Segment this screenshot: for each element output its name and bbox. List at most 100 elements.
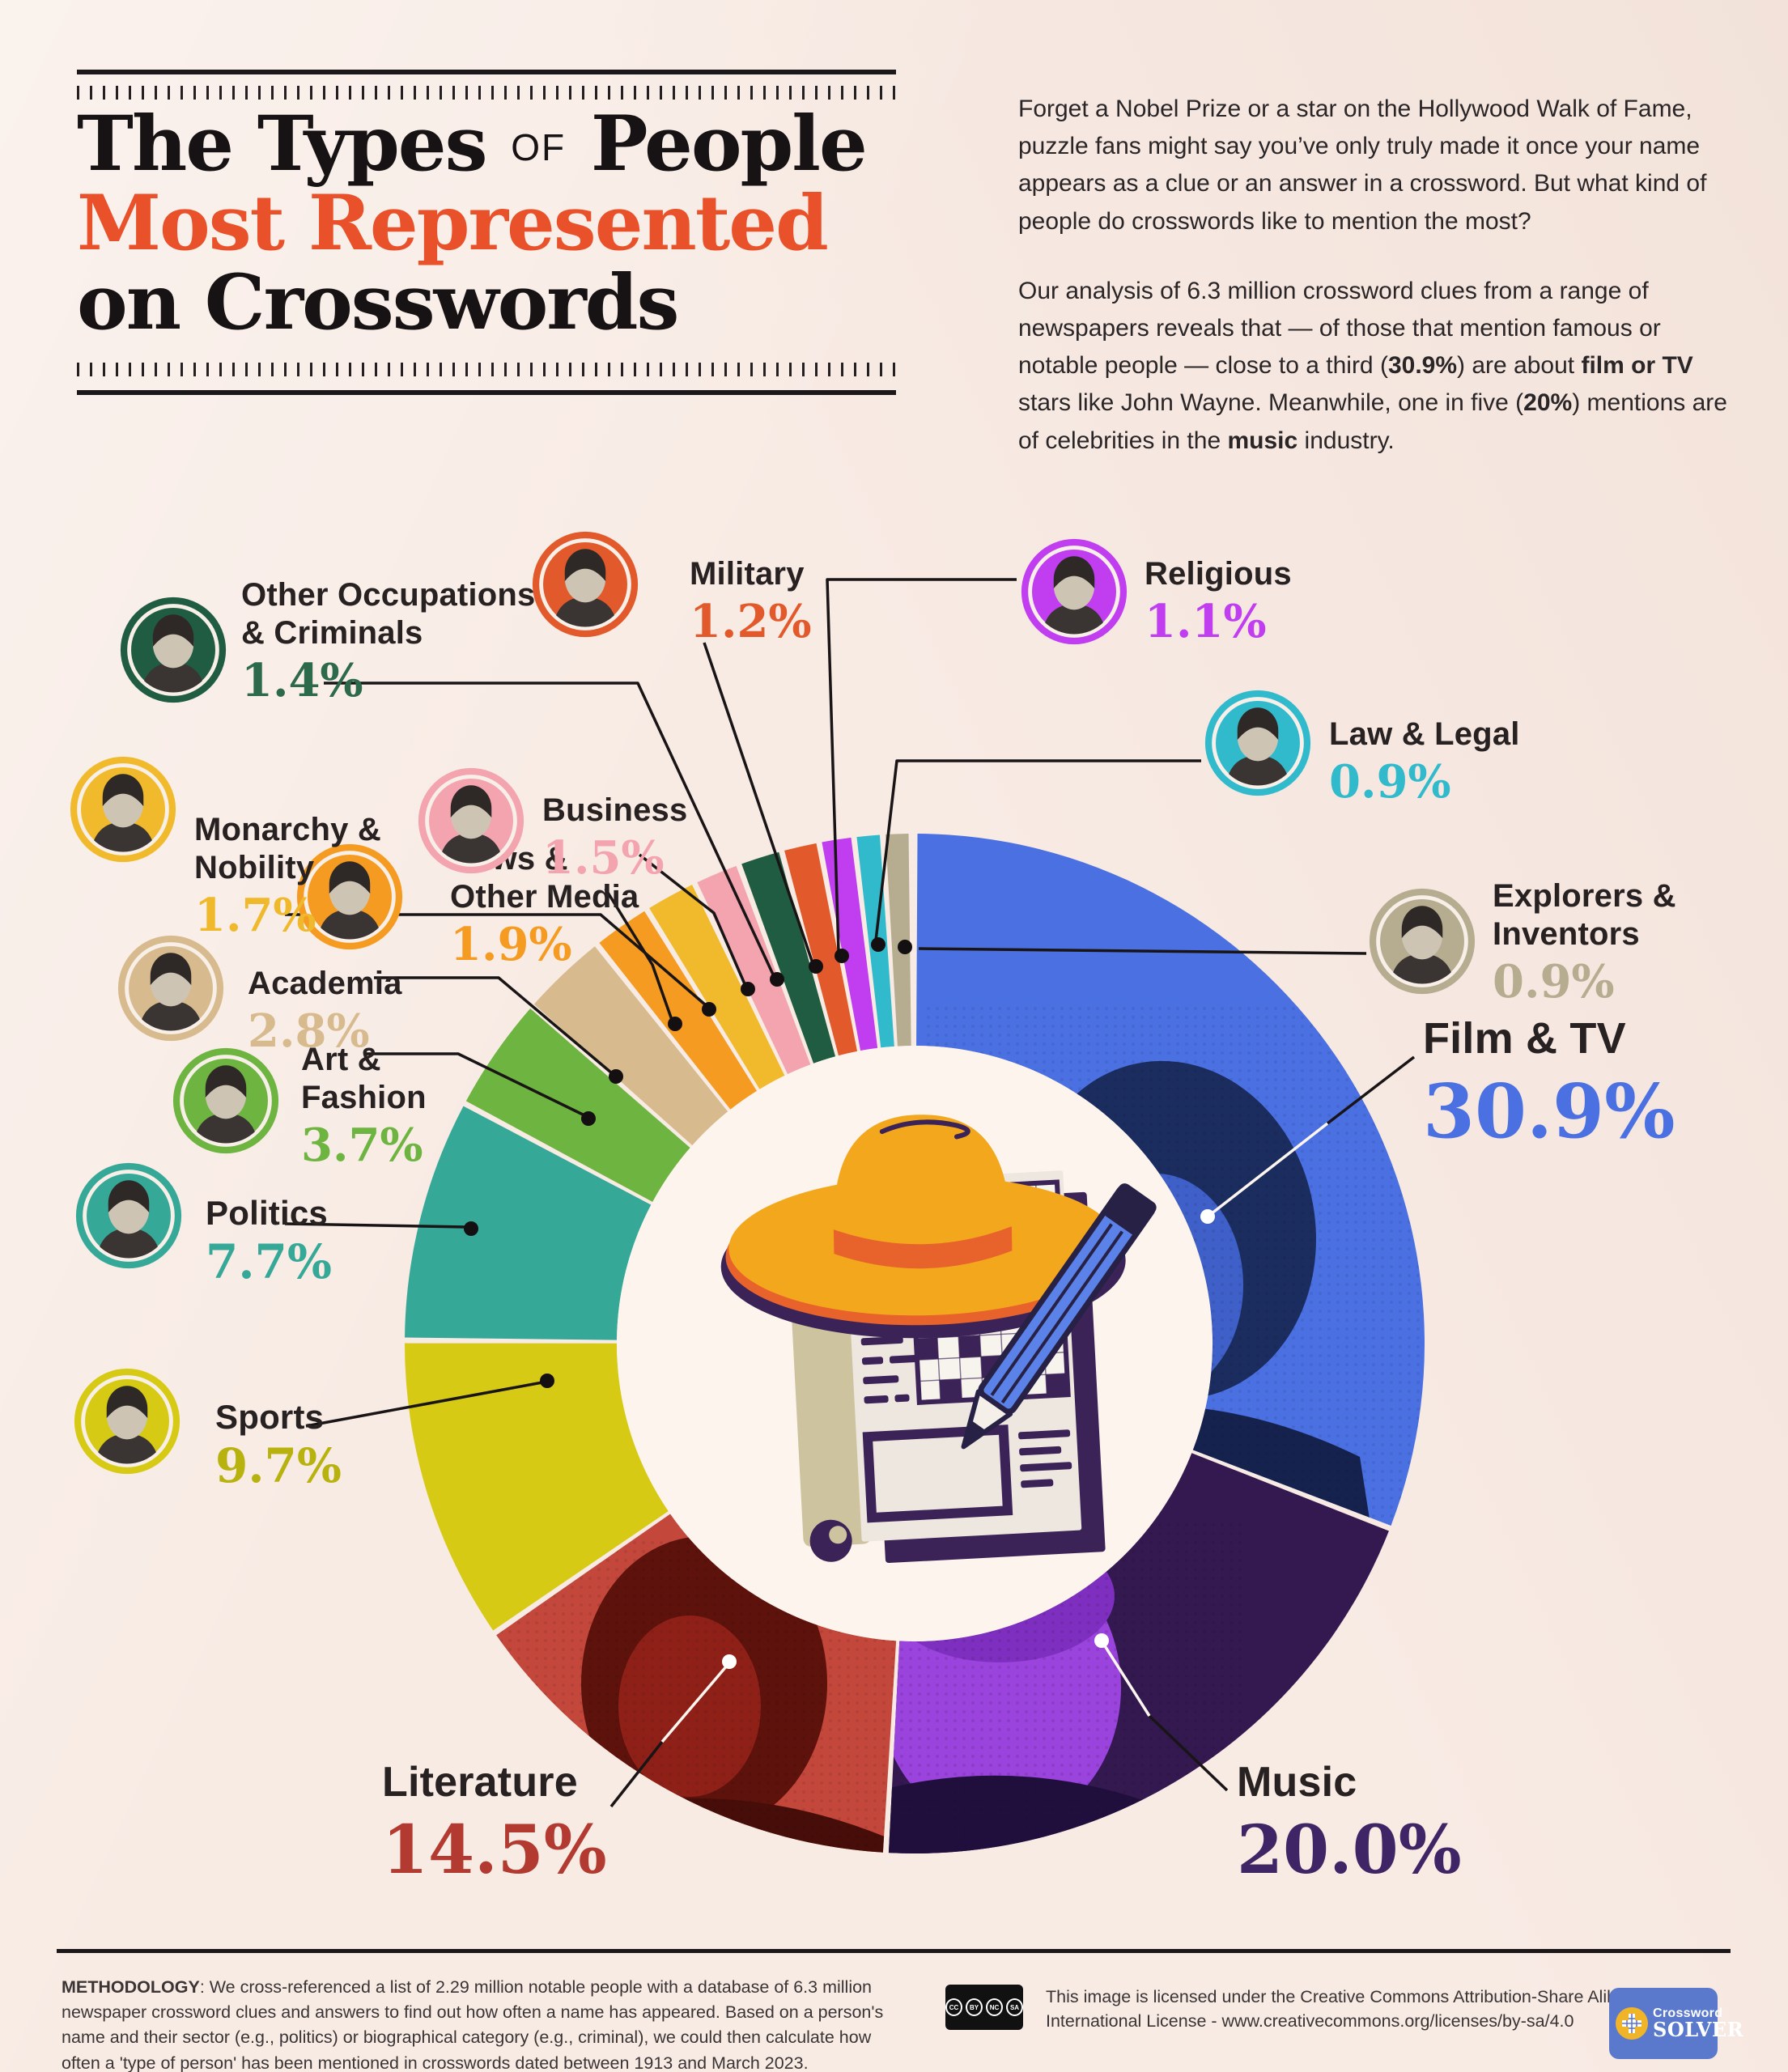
callout-business: Business 1.5% xyxy=(542,792,687,882)
leader-dot-film-tv xyxy=(1200,1209,1215,1224)
cc-nc-icon: NC xyxy=(986,1998,1003,2016)
leader-dot-other-occupations-criminals xyxy=(770,972,784,987)
label-law-legal: Law & Legal xyxy=(1329,716,1520,752)
callout-sports: Sports 9.7% xyxy=(215,1397,342,1491)
logo-text-top: Crossword xyxy=(1653,2006,1723,2020)
avatar-law-legal xyxy=(1203,688,1313,798)
pct-sports: 9.7% xyxy=(215,1438,342,1494)
header-dotted-rule-bottom xyxy=(77,363,896,376)
cc-by-icon: BY xyxy=(966,1998,983,2016)
leader-dot-business xyxy=(741,982,755,996)
intro-text: Forget a Nobel Prize or a star on the Ho… xyxy=(1018,91,1729,492)
slice-religious xyxy=(822,837,878,1051)
footer-rule xyxy=(57,1949,1731,1953)
avatar-religious xyxy=(1021,538,1128,645)
leader-music xyxy=(1102,1644,1151,1717)
slice-military xyxy=(784,843,858,1056)
slice-art-fashion xyxy=(465,1008,690,1202)
leader-film-tv xyxy=(1326,1055,1416,1125)
avatar-explorers-inventors xyxy=(1369,888,1476,995)
slice-monarchy-nobility xyxy=(649,885,785,1089)
cc-sa-icon: SA xyxy=(1006,1998,1023,2016)
label-music: Music xyxy=(1237,1759,1357,1806)
pct-military: 1.2% xyxy=(690,594,812,648)
slice-film-tv xyxy=(916,834,1425,1526)
license-text: This image is licensed under the Creativ… xyxy=(1046,1987,1654,2032)
pencil-icon xyxy=(961,1183,1157,1450)
leader-dot-sports xyxy=(540,1374,554,1388)
slice-politics xyxy=(405,1106,652,1340)
avatar-religious xyxy=(1019,537,1129,647)
leader-dot-music xyxy=(1094,1633,1109,1648)
leader-dot-literature xyxy=(722,1654,737,1669)
avatar-sports xyxy=(74,1368,180,1475)
callout-explorers-inventors: Explorers & Inventors 0.9% xyxy=(1493,877,1676,1005)
crossword-illustration xyxy=(720,1115,1157,1564)
callout-politics: Politics 7.7% xyxy=(206,1193,332,1287)
avatar-explorers-inventors xyxy=(1367,886,1477,996)
avatar-business xyxy=(418,767,525,874)
slice-business xyxy=(697,865,811,1075)
leader-dot-news-other-media xyxy=(668,1017,682,1031)
avatar-monarchy-nobility xyxy=(70,756,176,863)
leader-law-legal xyxy=(874,759,1201,941)
crossword-solver-logo: Crossword SOLVER xyxy=(1609,1988,1743,2059)
title-of: OF xyxy=(511,126,567,168)
pct-other-occupations-criminals: 1.4% xyxy=(241,653,363,707)
pct-music: 20.0% xyxy=(1237,1811,1462,1889)
leader-dot-military xyxy=(809,959,823,974)
page-title: The Types OF People Most Represented on … xyxy=(77,104,902,342)
callout-law-legal: Law & Legal 0.9% xyxy=(1329,715,1520,806)
slice-other-occupations-criminals xyxy=(741,851,836,1064)
label-film-tv: Film & TV xyxy=(1423,1014,1626,1063)
avatar-politics xyxy=(74,1161,184,1271)
callout-religious: Religious 1.1% xyxy=(1145,555,1292,646)
callout-academia: Academia 2.8% xyxy=(248,965,402,1055)
callout-military: Military 1.2% xyxy=(690,555,812,646)
logo-text-bottom: SOLVER xyxy=(1653,2018,1744,2041)
music-portrait xyxy=(888,1522,1247,1854)
avatar-law-legal xyxy=(1204,690,1311,796)
leader-explorers-inventors xyxy=(918,947,1367,955)
label-business: Business xyxy=(542,792,688,828)
header-dotted-rule xyxy=(77,86,896,100)
cowboy-hat-icon xyxy=(720,1115,1126,1339)
callout-art-fashion: Art & Fashion 3.7% xyxy=(301,1041,427,1169)
avatar-sports xyxy=(72,1366,182,1476)
pct-politics: 7.7% xyxy=(206,1234,333,1290)
avatar-politics xyxy=(75,1162,182,1269)
pct-news-other-media: 1.9% xyxy=(450,917,572,971)
crossword-grid-icon xyxy=(1616,2007,1648,2040)
header-bottom-rule xyxy=(77,390,896,395)
leader-dot-art-fashion xyxy=(581,1111,596,1126)
label-explorers-inventors: Explorers & Inventors xyxy=(1493,878,1676,952)
cc-icon: CC xyxy=(945,1998,962,2016)
newspaper-text-lines xyxy=(1018,1429,1072,1488)
newspaper-ad-box xyxy=(862,1424,1013,1523)
leader-dot-academia xyxy=(609,1069,623,1084)
callout-other-occupations-criminals: Other Occupations & Criminals 1.4% xyxy=(241,576,535,704)
cc-license-badge: CC BY NC SA xyxy=(945,1985,1023,2030)
title-line3: on Crosswords xyxy=(77,257,679,347)
label-religious: Religious xyxy=(1145,556,1292,592)
label-politics: Politics xyxy=(206,1194,328,1232)
avatar-news-other-media xyxy=(295,842,405,952)
leader-film-tv xyxy=(1209,1122,1329,1216)
label-military: Military xyxy=(690,556,805,592)
leader-dot-explorers-inventors xyxy=(898,940,912,954)
pct-literature: 14.5% xyxy=(382,1811,607,1889)
pct-art-fashion: 3.7% xyxy=(301,1118,423,1172)
pct-film-tv: 30.9% xyxy=(1423,1068,1675,1156)
label-literature: Literature xyxy=(382,1759,578,1806)
title-line1: The Types OF People xyxy=(77,100,868,189)
avatar-other-occupations-criminals xyxy=(120,597,227,703)
leader-literature xyxy=(660,1664,728,1743)
slice-academia xyxy=(533,946,728,1146)
pct-academia: 2.8% xyxy=(248,1004,370,1058)
avatar-other-occupations-criminals xyxy=(118,595,228,705)
avatar-military xyxy=(532,531,639,638)
leader-military xyxy=(703,642,814,964)
pct-law-legal: 0.9% xyxy=(1329,754,1451,809)
leader-dot-politics xyxy=(464,1221,478,1236)
avatar-news-other-media xyxy=(296,843,403,950)
